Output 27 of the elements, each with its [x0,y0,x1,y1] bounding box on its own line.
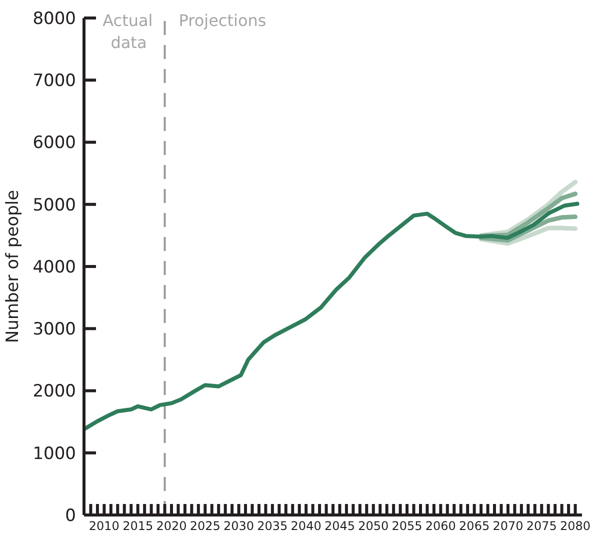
x-tick-label: 2025 [190,519,220,533]
y-tick-label: 5000 [32,195,76,216]
x-tick-label: 2065 [459,519,490,533]
annotation: Projections [178,11,266,30]
x-tick-label: 2055 [392,519,422,533]
annotation: Actual data [102,11,153,52]
y-tick-label: 2000 [32,382,76,402]
x-tick-label: 2020 [156,519,187,533]
y-tick-label: 4000 [32,257,76,278]
x-tick-label: 2015 [122,519,154,533]
y-tick-label: 3000 [32,320,76,340]
y-tick-label: 0 [65,506,76,526]
y-axis-title: Number of people [3,190,24,344]
x-tick-label: 2035 [257,519,288,533]
x-tick-label: 2070 [492,519,524,533]
x-tick-label: 2030 [224,519,254,533]
y-tick-label: 6000 [32,133,76,154]
x-tick-label: 2045 [324,519,356,533]
y-tick-label: 1000 [32,444,76,464]
x-tick-label: 2075 [526,519,557,533]
y-tick-label: 7000 [32,71,76,92]
x-tick-label: 2080 [560,519,591,533]
y-tick-label: 8000 [32,8,76,29]
x-tick-label: 2040 [290,519,322,533]
x-tick-label: 2060 [425,519,456,533]
x-tick-label: 2050 [358,519,389,533]
x-tick-label: 2010 [88,519,120,533]
